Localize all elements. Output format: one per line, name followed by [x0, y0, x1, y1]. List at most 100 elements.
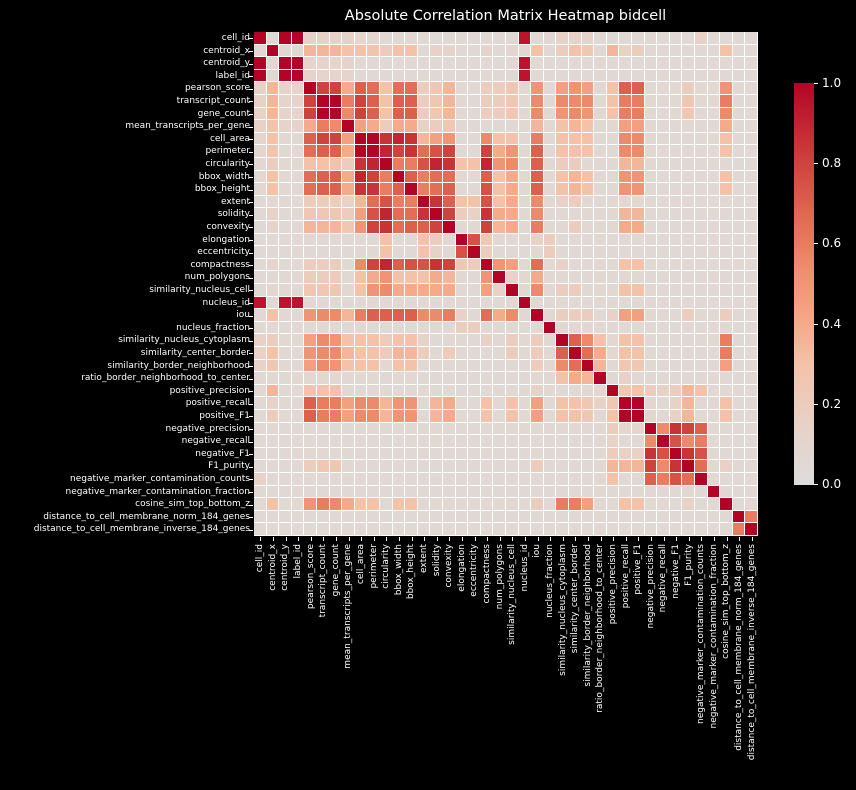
heatmap-cell: [657, 246, 670, 259]
x-tick-label: bbox_height: [406, 544, 417, 600]
heatmap-cell: [405, 95, 418, 108]
heatmap-cell: [317, 132, 330, 146]
y-tick: [249, 428, 253, 430]
heatmap-cell: [581, 120, 595, 133]
heatmap-cell: [506, 44, 519, 58]
heatmap-cell: [480, 284, 494, 297]
heatmap-cell: [644, 57, 658, 70]
heatmap-cell: [606, 158, 620, 171]
heatmap-cell: [581, 309, 595, 322]
y-tick-label: distance_to_cell_membrane_inverse_184_ge…: [33, 524, 250, 535]
heatmap-cell: [317, 82, 330, 95]
heatmap-cell: [594, 384, 607, 398]
heatmap-cell: [594, 359, 607, 373]
heatmap-cell: [342, 397, 355, 410]
heatmap-cell: [695, 309, 708, 322]
heatmap-cell: [732, 95, 746, 108]
heatmap-cell: [417, 208, 431, 221]
heatmap-cell: [669, 485, 683, 499]
heatmap-cell: [669, 447, 683, 461]
heatmap-cell: [632, 246, 645, 259]
heatmap-cell: [606, 57, 620, 70]
heatmap-cell: [556, 258, 569, 272]
heatmap-cell: [732, 523, 746, 536]
heatmap-cell: [695, 334, 708, 347]
heatmap-cell: [329, 170, 343, 184]
heatmap-cell: [480, 57, 494, 70]
heatmap-cell: [279, 473, 292, 486]
heatmap-cell: [304, 95, 317, 108]
heatmap-cell: [468, 447, 481, 461]
heatmap-cell: [417, 32, 431, 45]
heatmap-cell: [619, 233, 632, 247]
heatmap-cell: [254, 145, 267, 158]
heatmap-cell: [304, 359, 317, 373]
heatmap-cell: [291, 82, 305, 95]
heatmap-cell: [569, 120, 582, 133]
heatmap-cell: [480, 44, 494, 58]
heatmap-cell: [657, 170, 670, 184]
heatmap-cell: [291, 284, 305, 297]
heatmap-cell: [443, 208, 456, 221]
heatmap-cell: [695, 69, 708, 83]
heatmap-cell: [480, 221, 494, 234]
heatmap-cell: [367, 485, 380, 499]
heatmap-cell: [632, 422, 645, 436]
heatmap-cell: [480, 435, 494, 448]
heatmap-cell: [304, 258, 317, 272]
heatmap-cell: [468, 510, 481, 524]
heatmap-cell: [644, 384, 658, 398]
heatmap-cell: [707, 510, 721, 524]
heatmap-cell: [594, 158, 607, 171]
heatmap-cell: [531, 473, 544, 486]
x-tick: [739, 537, 741, 541]
heatmap-cell: [531, 246, 544, 259]
heatmap-cell: [745, 271, 758, 284]
heatmap-cell: [317, 158, 330, 171]
heatmap-cell: [531, 422, 544, 436]
heatmap-cell: [304, 309, 317, 322]
heatmap-cell: [619, 397, 632, 410]
heatmap-cell: [430, 132, 443, 146]
x-tick-label: circularity: [381, 544, 392, 589]
heatmap-cell: [632, 57, 645, 70]
heatmap-cell: [682, 120, 695, 133]
y-tick: [249, 391, 253, 393]
heatmap-cell: [669, 57, 683, 70]
heatmap-cell: [304, 158, 317, 171]
heatmap-cell: [430, 384, 443, 398]
heatmap-cell: [556, 69, 569, 83]
heatmap-cell: [392, 410, 406, 423]
heatmap-cell: [455, 107, 469, 121]
y-tick-label: pearson_score: [184, 83, 250, 94]
heatmap-cell: [669, 321, 683, 335]
heatmap-cell: [380, 321, 393, 335]
heatmap-cell: [619, 334, 632, 347]
heatmap-cell: [254, 359, 267, 373]
heatmap-cell: [543, 334, 557, 347]
y-tick-label: compactness: [190, 259, 250, 270]
heatmap-cell: [342, 120, 355, 133]
x-tick: [676, 537, 678, 541]
heatmap-cell: [518, 32, 532, 45]
heatmap-cell: [682, 485, 695, 499]
heatmap-cell: [354, 296, 368, 310]
heatmap-cell: [695, 82, 708, 95]
heatmap-cell: [632, 460, 645, 473]
heatmap-cell: [417, 271, 431, 284]
y-tick: [249, 38, 253, 40]
heatmap-cell: [291, 145, 305, 158]
heatmap-cell: [405, 296, 418, 310]
heatmap-cell: [657, 410, 670, 423]
heatmap-cell: [707, 221, 721, 234]
heatmap-cell: [556, 422, 569, 436]
heatmap-cell: [417, 498, 431, 511]
heatmap-cell: [543, 120, 557, 133]
heatmap-cell: [417, 473, 431, 486]
heatmap-cell: [392, 120, 406, 133]
heatmap-cell: [266, 435, 280, 448]
heatmap-cell: [619, 460, 632, 473]
heatmap-cell: [443, 145, 456, 158]
x-tick: [613, 537, 615, 541]
heatmap-cell: [669, 69, 683, 83]
